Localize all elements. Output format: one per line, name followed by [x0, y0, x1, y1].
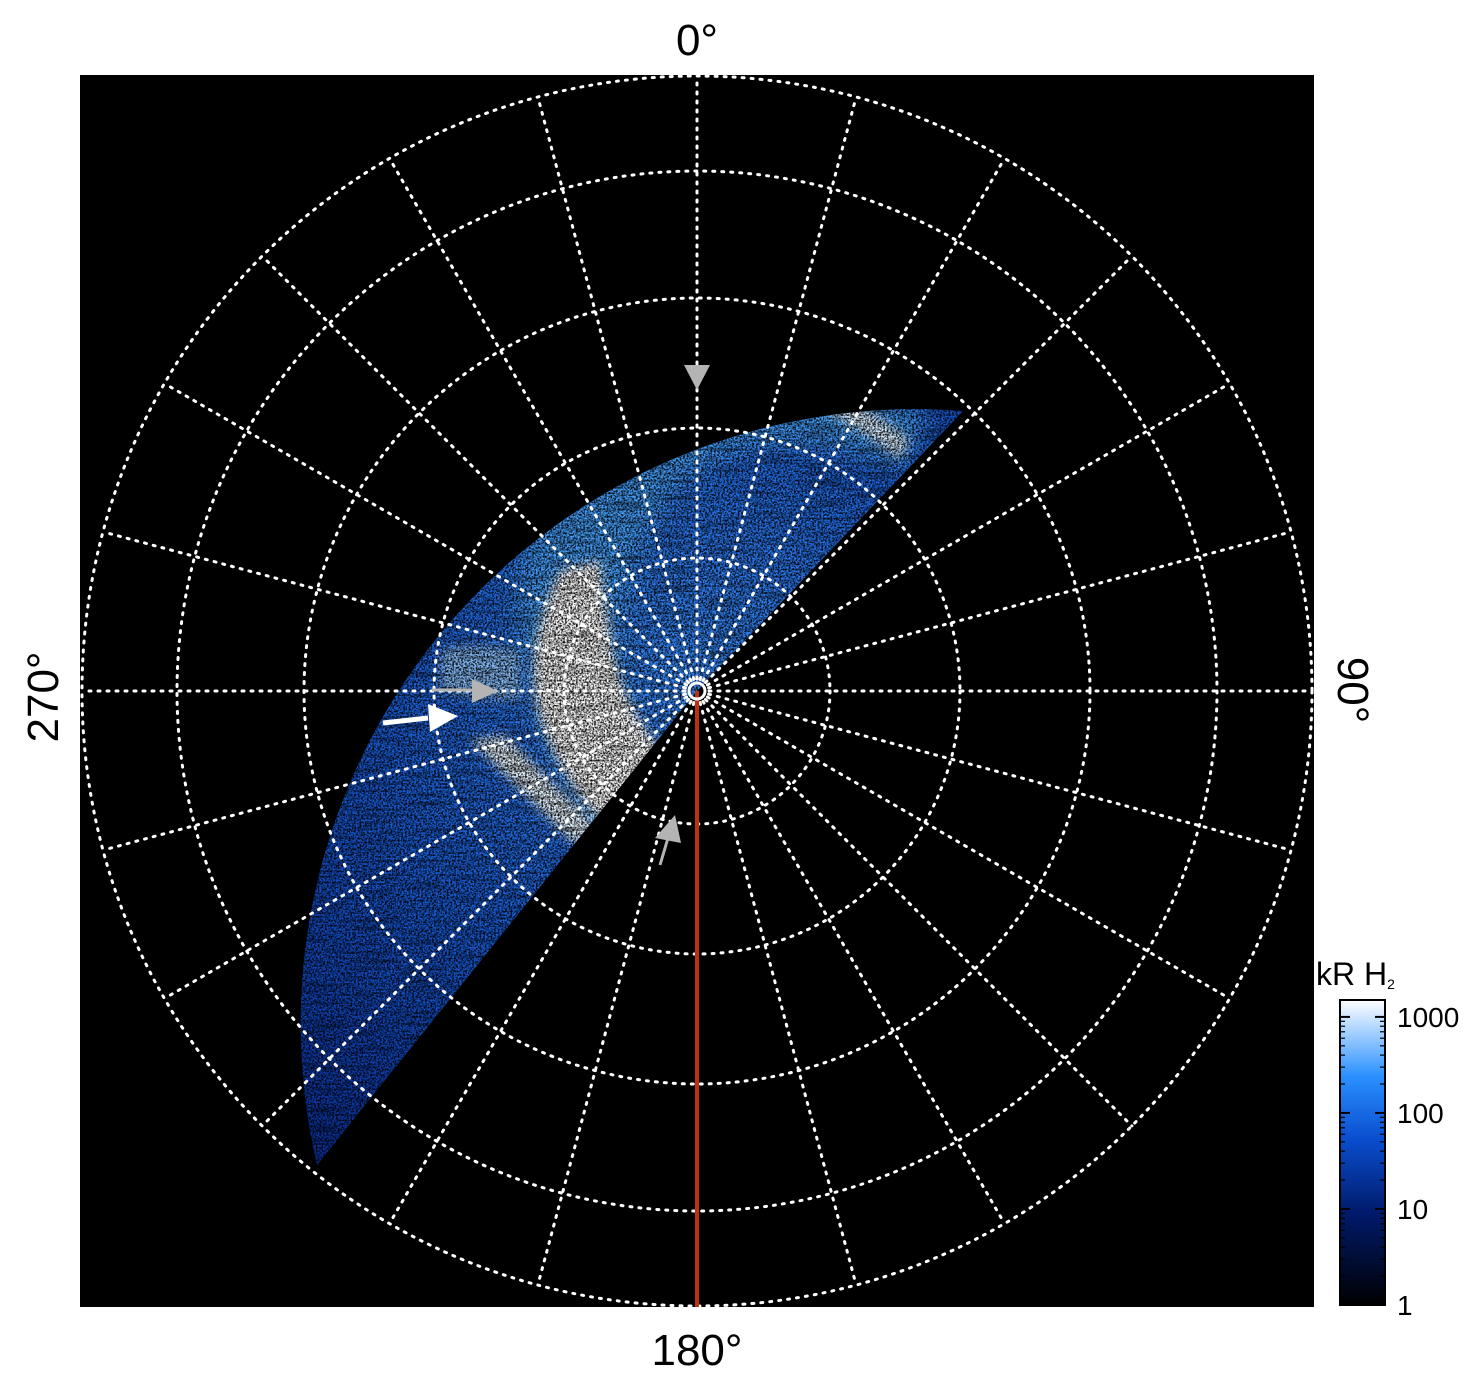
colorbar-tick-label: 100 — [1397, 1098, 1444, 1129]
colorbar-tick-label: 1 — [1397, 1290, 1413, 1321]
colorbar-ticks — [1340, 1015, 1385, 1306]
grid-spoke-135 — [703, 697, 1134, 1128]
colorbar-tick-label: 1000 — [1397, 1002, 1459, 1033]
grid-spoke-30 — [701, 156, 1006, 683]
pole-marker — [687, 681, 707, 701]
grid-spoke-255 — [101, 692, 687, 852]
label-90-deg: 90° — [1328, 657, 1377, 724]
grid-spoke-285 — [101, 530, 687, 690]
grid-spoke-300 — [162, 382, 689, 687]
grid-ring-4 — [175, 169, 1219, 1213]
grid-spoke-150 — [701, 699, 1006, 1226]
grid-spoke-195 — [536, 701, 696, 1287]
polar-grid — [80, 75, 1314, 1307]
colorbar-title: kR H2 — [1316, 956, 1395, 992]
label-270-deg: 270° — [19, 651, 68, 742]
gray-arrow-left — [432, 679, 498, 703]
grid-spoke-315 — [260, 254, 691, 685]
grid-spoke-165 — [698, 701, 858, 1287]
gray-arrow-bottom — [655, 815, 681, 866]
grid-spoke-75 — [707, 530, 1293, 690]
grid-spoke-120 — [705, 695, 1232, 1000]
grid-spoke-225 — [260, 697, 691, 1128]
label-180-deg: 180° — [651, 1326, 742, 1375]
grid-spoke-210 — [388, 699, 693, 1226]
grid-spoke-45 — [703, 254, 1134, 685]
colorbar-gradient — [1339, 999, 1386, 1306]
colorbar-title-subscript: 2 — [1387, 976, 1395, 992]
label-0-deg: 0° — [676, 16, 718, 65]
grid-spoke-105 — [707, 692, 1293, 852]
grid-spoke-15 — [698, 95, 858, 681]
grid-spoke-240 — [162, 695, 689, 1000]
white-arrow — [382, 704, 458, 732]
grid-spoke-330 — [388, 156, 693, 683]
gray-arrow-top — [684, 365, 710, 390]
colorbar: kR H2 1000 100 10 1 — [1316, 956, 1459, 1321]
grid-spoke-60 — [705, 382, 1232, 687]
grid-spoke-345 — [536, 95, 696, 681]
colorbar-tick-labels: 1000 100 10 1 — [1397, 1002, 1459, 1321]
colorbar-tick-label: 10 — [1397, 1194, 1428, 1225]
